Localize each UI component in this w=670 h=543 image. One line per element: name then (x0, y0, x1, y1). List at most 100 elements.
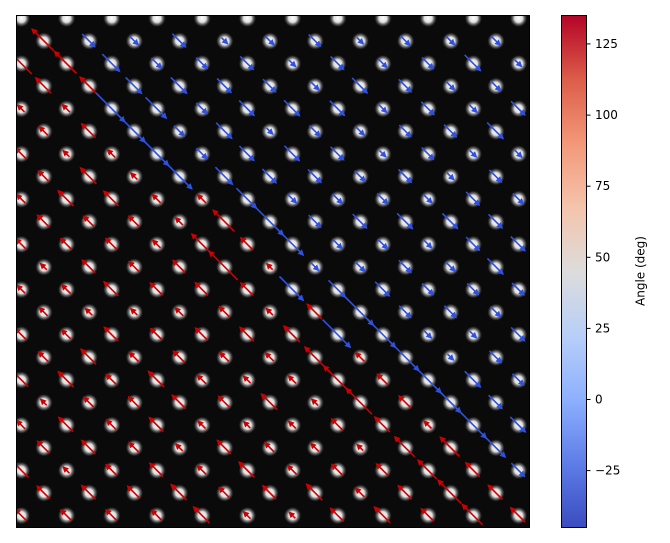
arrow-blue (490, 306, 502, 318)
colorbar-tick-label: 50 (595, 250, 610, 264)
arrow-red (36, 485, 51, 500)
arrow-blue (488, 350, 503, 364)
arrow-red (57, 416, 74, 433)
arrow-blue (125, 76, 143, 95)
arrow-blue (423, 194, 433, 204)
arrow-red (103, 326, 119, 342)
atom-spot (283, 15, 302, 28)
colorbar-tick-label: 75 (595, 179, 610, 193)
arrow-red (128, 441, 140, 453)
arrow-red (16, 104, 26, 113)
arrow-red (461, 503, 484, 526)
arrow-red (303, 346, 325, 367)
arrow-blue (215, 122, 233, 140)
arrow-blue (443, 124, 458, 138)
arrow-blue (261, 168, 278, 184)
arrow-red (34, 76, 52, 94)
arrow-blue (129, 35, 140, 46)
arrow-blue (399, 35, 411, 47)
arrow-red (126, 485, 141, 500)
arrow-red (16, 147, 27, 160)
arrow-red (397, 394, 412, 409)
arrow-red (509, 506, 526, 523)
arrow-blue (377, 238, 389, 250)
arrow-blue (216, 77, 233, 94)
arrow-blue (278, 275, 305, 302)
arrow-blue (377, 58, 388, 69)
arrow-red (37, 170, 50, 182)
arrow-red (129, 307, 138, 316)
arrow-red (194, 281, 209, 296)
arrow-blue (332, 238, 343, 250)
arrow-blue (307, 168, 323, 184)
atom-spot (509, 15, 528, 28)
plot-frame (16, 15, 530, 528)
arrow-blue (488, 394, 503, 410)
arrow-red (242, 375, 252, 384)
arrow-red (57, 370, 75, 388)
arrow-blue (514, 59, 523, 68)
arrow-red (38, 306, 49, 317)
atom-spot (16, 15, 31, 28)
arrow-red (174, 306, 184, 317)
arrow-red (354, 487, 365, 498)
arrow-red (397, 484, 413, 500)
arrow-red (127, 215, 140, 227)
arrow-blue (469, 149, 478, 158)
arrow-red (59, 508, 72, 521)
displacement-arrows (16, 28, 527, 526)
arrow-red (420, 507, 435, 522)
arrow-red (82, 396, 95, 408)
arrow-red (128, 351, 140, 363)
arrow-blue (264, 35, 275, 46)
arrow-blue (397, 168, 413, 184)
arrow-red (288, 511, 296, 519)
arrow-red (197, 420, 207, 430)
arrow-blue (490, 35, 502, 47)
arrow-red (218, 486, 230, 499)
arrow-blue (465, 191, 481, 207)
arrow-blue (487, 213, 504, 229)
arrow-red (36, 440, 50, 454)
arrow-blue (238, 100, 256, 117)
arrow-red (310, 398, 319, 407)
arrow-red (264, 351, 275, 362)
arrow-red (16, 284, 26, 294)
colorbar-tick-label: 0 (595, 393, 603, 407)
arrow-blue (283, 145, 301, 162)
arrow-red (16, 237, 27, 250)
arrow-blue (465, 236, 481, 252)
colorbar-tick-label: −25 (595, 464, 620, 478)
arrow-red (263, 441, 275, 453)
arrow-red (102, 280, 119, 297)
arrow-red (61, 103, 71, 113)
arrow-blue (81, 33, 96, 48)
arrow-red (322, 365, 350, 393)
colorbar-gradient (561, 15, 587, 528)
arrow-blue (445, 81, 456, 91)
arrow-blue (398, 259, 413, 274)
arrow-red (149, 281, 164, 296)
arrow-blue (421, 56, 435, 70)
arrow-blue (438, 389, 462, 414)
arrow-red (194, 327, 209, 341)
arrow-red (150, 509, 162, 521)
arrow-blue (322, 319, 352, 349)
arrow-red (38, 125, 49, 136)
arrow-red (218, 351, 230, 362)
arrow-red (151, 193, 162, 204)
arrow-blue (514, 149, 523, 159)
arrow-blue (445, 261, 456, 273)
arrow-red (53, 50, 78, 75)
arrow-red (373, 415, 391, 433)
arrow-red (218, 305, 230, 318)
arrow-red (238, 326, 255, 342)
arrow-blue (170, 76, 188, 95)
arrow-red (423, 420, 433, 430)
arrow-red (309, 442, 320, 452)
arrow-red (16, 193, 26, 204)
colorbar-tick-label: 125 (595, 37, 618, 51)
arrow-blue (331, 193, 344, 205)
arrow-blue (374, 281, 391, 297)
arrow-red (84, 307, 93, 316)
